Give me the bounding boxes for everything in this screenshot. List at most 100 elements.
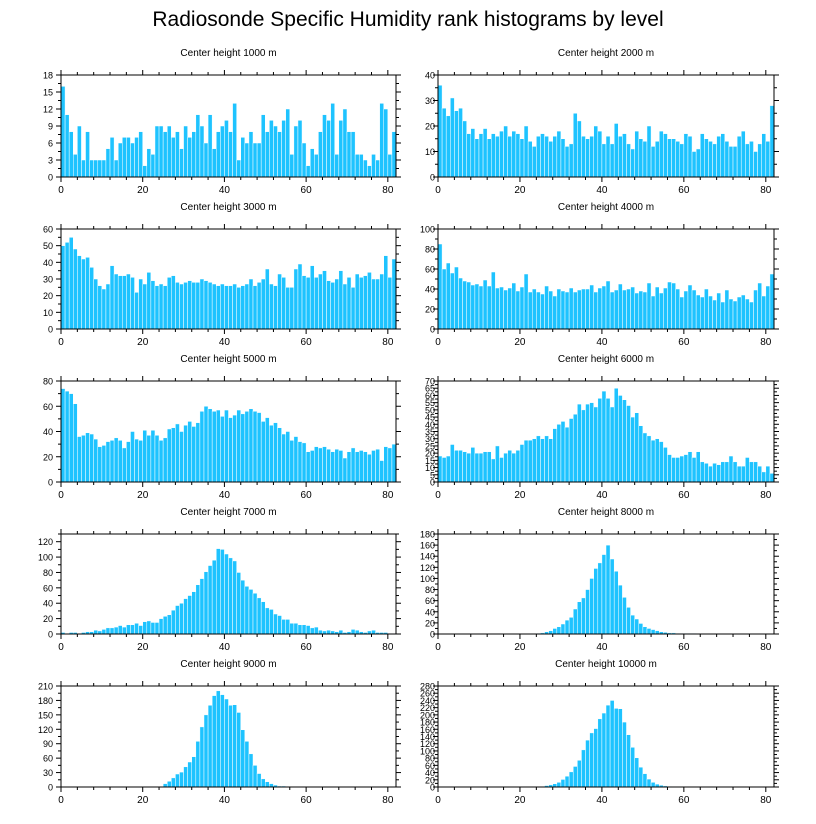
y-tick-label: 20 [425, 449, 435, 459]
histogram-bar [765, 141, 771, 178]
x-tick-label: 40 [596, 185, 608, 196]
y-tick-label: 0 [430, 783, 435, 793]
histogram-bar [556, 626, 562, 635]
histogram-bar [642, 291, 648, 330]
histogram-bar [269, 120, 274, 178]
histogram-bar [183, 424, 188, 483]
histogram-bar [211, 559, 217, 635]
histogram-bar [354, 629, 360, 635]
histogram-bar [318, 131, 323, 178]
histogram-bar [363, 451, 368, 483]
histogram-bar [93, 629, 99, 635]
histogram-bar [740, 130, 746, 178]
histogram-bar [354, 451, 360, 483]
x-tick-label: 20 [137, 490, 149, 501]
y-tick-label: 20 [43, 614, 53, 624]
histogram-bar [334, 448, 340, 483]
histogram-bar [757, 143, 762, 178]
histogram-bar [699, 296, 705, 330]
histogram-bar [211, 695, 217, 788]
histogram-bar [285, 431, 291, 483]
histogram-bar [199, 726, 205, 788]
histogram-bar [203, 571, 209, 635]
histogram-bar [195, 282, 201, 330]
histogram-bar [601, 285, 607, 330]
histogram-bar [466, 133, 472, 178]
histogram-bar [248, 408, 254, 483]
histogram-bar [601, 712, 607, 788]
histogram-bar [646, 778, 652, 788]
histogram-bar [73, 403, 78, 483]
histogram-bar [732, 461, 738, 483]
histogram-bar [187, 280, 192, 330]
histogram-bar [728, 298, 734, 330]
histogram-bar [765, 465, 771, 483]
y-tick-label: 30 [43, 275, 53, 285]
x-tick-label: 60 [301, 642, 313, 653]
histogram-bar [273, 285, 278, 330]
histogram-bar [474, 283, 480, 330]
histogram-bar [265, 268, 270, 330]
x-tick-label: 80 [382, 490, 394, 501]
histogram-bar [654, 286, 660, 330]
histogram-bar [273, 422, 278, 483]
histogram-bar [523, 273, 529, 330]
histogram-bar [224, 553, 229, 635]
histogram-bar [753, 289, 758, 330]
histogram-bar [568, 617, 574, 635]
histogram-bar [491, 458, 496, 483]
histogram-bar [572, 608, 578, 635]
histogram-bar [745, 143, 750, 178]
histogram-bar [244, 142, 250, 178]
histogram-bar [761, 133, 767, 178]
histogram-bar [634, 757, 640, 788]
histogram-bar [207, 114, 213, 178]
histogram-bar [732, 146, 738, 178]
histogram-bar [720, 133, 726, 178]
histogram-bar [81, 258, 86, 330]
histogram-bar [318, 629, 323, 635]
histogram-bar [597, 398, 603, 483]
histogram-bar [605, 704, 611, 788]
x-tick-label: 80 [760, 185, 772, 196]
y-tick-label: 15 [43, 88, 53, 98]
histogram-bar [585, 138, 590, 178]
x-tick-label: 0 [435, 337, 441, 348]
histogram-bar [593, 125, 599, 178]
histogram-bar [728, 146, 734, 178]
x-tick-label: 0 [435, 642, 441, 653]
histogram-bar [495, 445, 500, 483]
histogram-bar [326, 448, 331, 483]
histogram-bar [638, 623, 644, 635]
histogram-bar [556, 782, 562, 788]
histogram-bar [195, 741, 201, 788]
histogram-bar [301, 142, 307, 178]
histogram-bar [383, 255, 389, 330]
histogram-bar [228, 285, 233, 330]
histogram-bar [285, 287, 291, 330]
histogram-bar [126, 624, 131, 635]
histogram-bar [613, 123, 619, 178]
histogram-bar [154, 125, 160, 178]
histogram-bar [462, 120, 467, 178]
histogram-bar [273, 125, 278, 178]
histogram-bar [478, 133, 484, 178]
y-tick-label: 60 [43, 583, 53, 593]
histogram-bar [322, 446, 327, 483]
histogram-bar [712, 143, 717, 178]
histogram-bar [113, 437, 119, 483]
histogram-bar [499, 130, 504, 178]
y-tick-label: 18 [43, 71, 53, 81]
histogram-bar [73, 248, 78, 330]
histogram-bar [564, 291, 570, 330]
histogram-bar [220, 416, 225, 483]
y-tick-label: 0 [430, 478, 435, 488]
x-tick-label: 80 [382, 642, 394, 653]
histogram-bar [630, 614, 635, 635]
histogram-bar [269, 283, 274, 330]
histogram-bar [577, 403, 582, 483]
histogram-bar [523, 125, 529, 178]
page-title: Radiosonde Specific Humidity rank histog… [152, 8, 664, 31]
histogram-bar [769, 473, 775, 483]
histogram-bar [634, 130, 640, 178]
